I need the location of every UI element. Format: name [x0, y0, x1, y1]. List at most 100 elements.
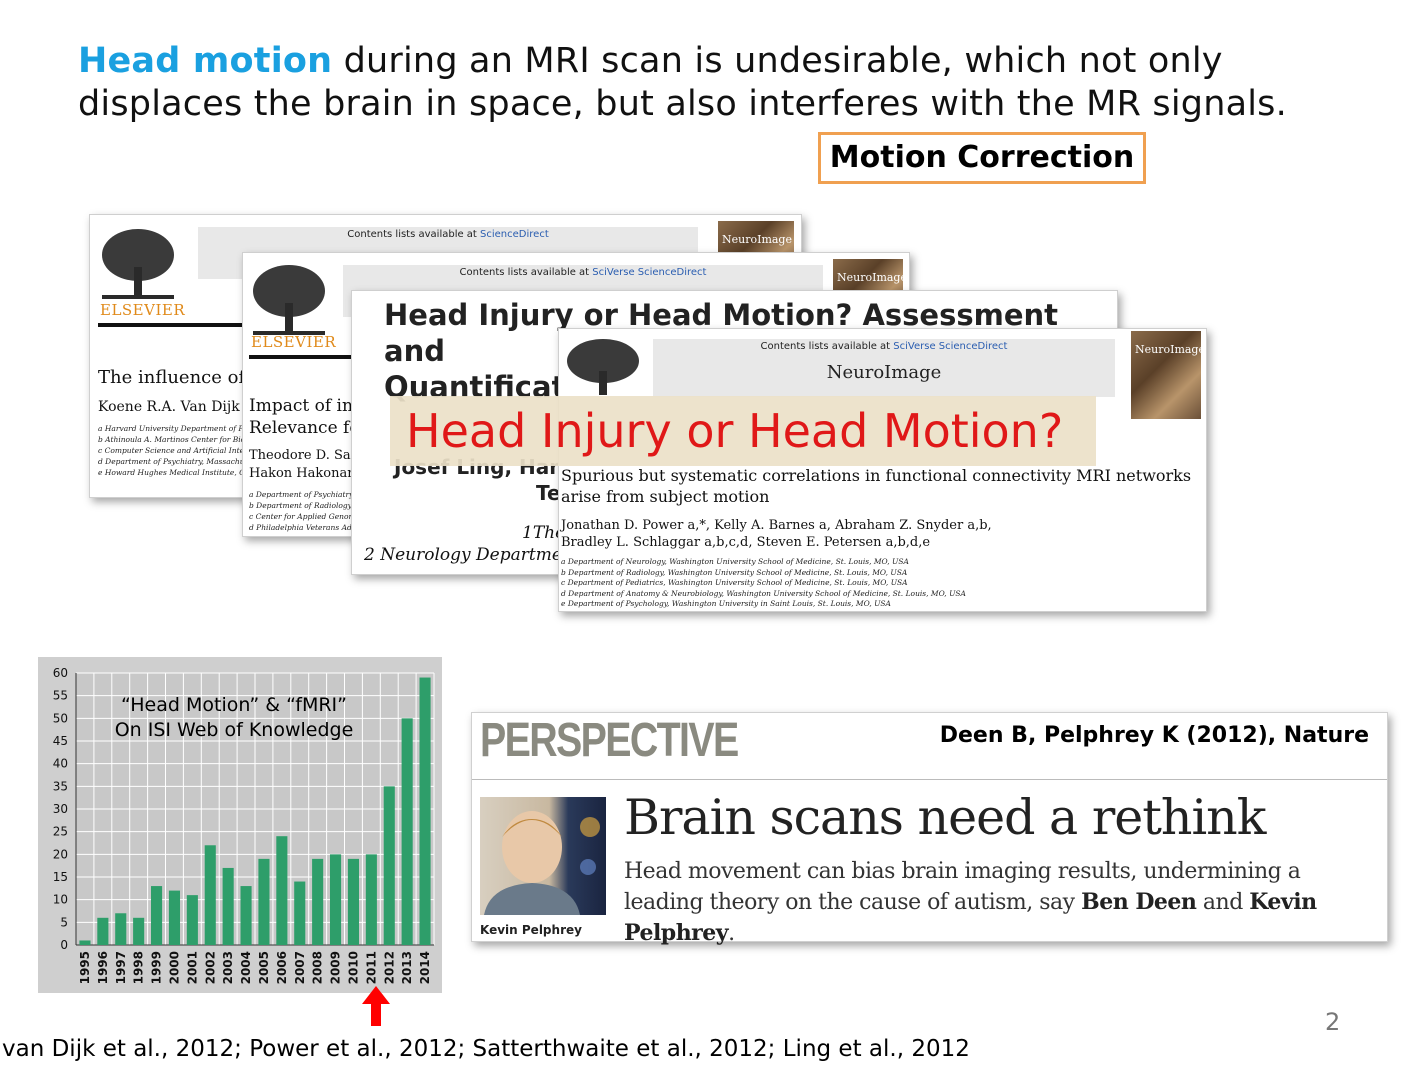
x-tick-label: 1999 — [150, 951, 164, 984]
bar-2000 — [168, 890, 180, 945]
y-tick-label: 35 — [53, 779, 68, 793]
paper-aff1: 1The — [522, 523, 566, 543]
y-tick-label: 30 — [53, 802, 68, 816]
x-tick-label: 2000 — [167, 951, 181, 984]
head-injury-overlay-label: Head Injury or Head Motion? — [390, 396, 1096, 466]
y-tick-label: 40 — [53, 757, 68, 771]
x-tick-label: 2010 — [346, 951, 360, 984]
x-tick-label: 2005 — [257, 951, 271, 984]
bar-2001 — [186, 895, 198, 945]
paper-authors: Theodore D. Satt Hakon Hakonarse — [249, 448, 368, 481]
y-tick-label: 55 — [53, 689, 68, 703]
photo-caption: Kevin Pelphrey — [480, 923, 582, 937]
perspective-subtitle: Head movement can bias brain imaging res… — [624, 859, 1317, 946]
perspective-headline: Brain scans need a rethink — [624, 789, 1266, 846]
bar-1996 — [97, 917, 109, 945]
x-tick-label: 2007 — [293, 951, 307, 984]
red-arrow-icon — [362, 986, 390, 1026]
paper-title: Spurious but systematic correlations in … — [561, 466, 1192, 506]
x-tick-label: 1996 — [96, 951, 110, 984]
x-tick-label: 1997 — [114, 951, 128, 984]
bar-2012 — [383, 786, 395, 945]
author-ben-deen: Ben Deen — [1081, 889, 1197, 915]
bar-2004 — [240, 886, 252, 945]
y-tick-label: 15 — [53, 870, 68, 884]
x-tick-label: 2009 — [329, 951, 343, 984]
bar-2014 — [419, 677, 431, 945]
bar-1999 — [151, 886, 163, 945]
bar-2013 — [401, 718, 413, 945]
paper-power: Contents lists available at SciVerse Sci… — [558, 328, 1207, 612]
slide-title: Head motion during an MRI scan is undesi… — [78, 40, 1378, 126]
paper-title: Impact of in- Relevance for — [249, 396, 368, 438]
y-tick-label: 50 — [53, 711, 68, 725]
bar-1995 — [79, 940, 91, 945]
chart-caption-line1: “Head Motion” & “fMRI” — [121, 694, 347, 716]
motion-correction-box: Motion Correction — [818, 132, 1146, 184]
elsevier-tree-icon — [567, 339, 639, 395]
x-tick-label: 1995 — [78, 951, 92, 984]
sciencedirect-link[interactable]: ScienceDirect — [480, 229, 549, 240]
chart-caption: “Head Motion” & “fMRI” On ISI Web of Kno… — [84, 693, 384, 743]
bar-2002 — [204, 845, 216, 945]
journal-name: NeuroImage — [826, 362, 942, 383]
perspective-rule — [472, 779, 1387, 780]
x-tick-label: 2011 — [364, 951, 378, 984]
title-line1-rest: during an MRI scan is undesirable, which… — [332, 41, 1223, 81]
author-photo — [480, 797, 606, 915]
author-kevin-pelphrey: Kevin Pelphrey — [624, 889, 1317, 946]
sciencedirect-link[interactable]: SciVerse ScienceDirect — [893, 341, 1008, 352]
y-tick-label: 45 — [53, 734, 68, 748]
chart-caption-line2: On ISI Web of Knowledge — [114, 719, 354, 741]
y-tick-label: 25 — [53, 825, 68, 839]
y-tick-label: 5 — [60, 915, 68, 929]
paper-authors: Jonathan D. Power a,*, Kelly A. Barnes a… — [561, 518, 992, 550]
x-tick-label: 2004 — [239, 951, 253, 984]
contents-banner: Contents lists available at SciVerse Sci… — [653, 339, 1115, 397]
paper-title: The influence of h — [98, 367, 263, 388]
paper-aff2: 2 Neurology Department, — [364, 545, 586, 565]
bar-2008 — [312, 858, 324, 945]
x-tick-label: 2006 — [275, 951, 289, 984]
elsevier-tree-icon — [253, 265, 325, 335]
bar-2011 — [365, 854, 377, 945]
x-tick-label: 2012 — [382, 951, 396, 984]
elsevier-tree-icon — [102, 229, 174, 299]
x-tick-label: 1998 — [132, 951, 146, 984]
chart-svg: 0 5 10 15 20 25 30 35 40 45 50 55 60 1995 1996 1997 1998… — [53, 666, 435, 984]
title-line2: displaces the brain in space, but also i… — [78, 84, 1287, 124]
journal-cover-thumb: NeuroImage — [1131, 331, 1205, 419]
perspective-label: PERSPECTIVE — [480, 714, 739, 767]
x-tick-label: 2013 — [400, 951, 414, 984]
title-highlight: Head motion — [78, 41, 333, 81]
x-tick-label: 2014 — [418, 951, 432, 984]
paper-affiliations: a Department of Neurology, Washington Un… — [561, 557, 966, 608]
bar-1998 — [133, 917, 145, 945]
bar-1997 — [115, 913, 127, 945]
bar-2010 — [347, 858, 359, 945]
elsevier-logo: ELSEVIER — [100, 301, 186, 319]
x-tick-label: 2002 — [203, 951, 217, 984]
bar-2005 — [258, 858, 270, 945]
sciencedirect-link[interactable]: SciVerse ScienceDirect — [592, 267, 707, 278]
publications-bar-chart: 0 5 10 15 20 25 30 35 40 45 50 55 60 1995 1996 1997 1998… — [38, 657, 442, 993]
paper-te-fragment: Te — [536, 481, 561, 505]
nature-perspective-clip: PERSPECTIVE Deen B, Pelphrey K (2012), N… — [471, 712, 1388, 946]
y-tick-label: 10 — [53, 893, 68, 907]
page-number: 2 — [1325, 1008, 1341, 1036]
x-tick-label: 2001 — [185, 951, 199, 984]
bar-2007 — [294, 881, 306, 945]
x-tick-label: 2003 — [221, 951, 235, 984]
perspective-citation: Deen B, Pelphrey K (2012), Nature — [939, 723, 1369, 748]
x-tick-label: 2008 — [311, 951, 325, 984]
paper-authors: Koene R.A. Van Dijk — [98, 399, 240, 415]
y-tick-label: 0 — [60, 938, 68, 952]
references: van Dijk et al., 2012; Power et al., 201… — [2, 1036, 970, 1062]
bar-2006 — [276, 836, 288, 945]
y-tick-label: 20 — [53, 847, 68, 861]
y-tick-label: 60 — [53, 666, 68, 680]
bar-2003 — [222, 867, 234, 945]
elsevier-logo: ELSEVIER — [251, 333, 337, 351]
